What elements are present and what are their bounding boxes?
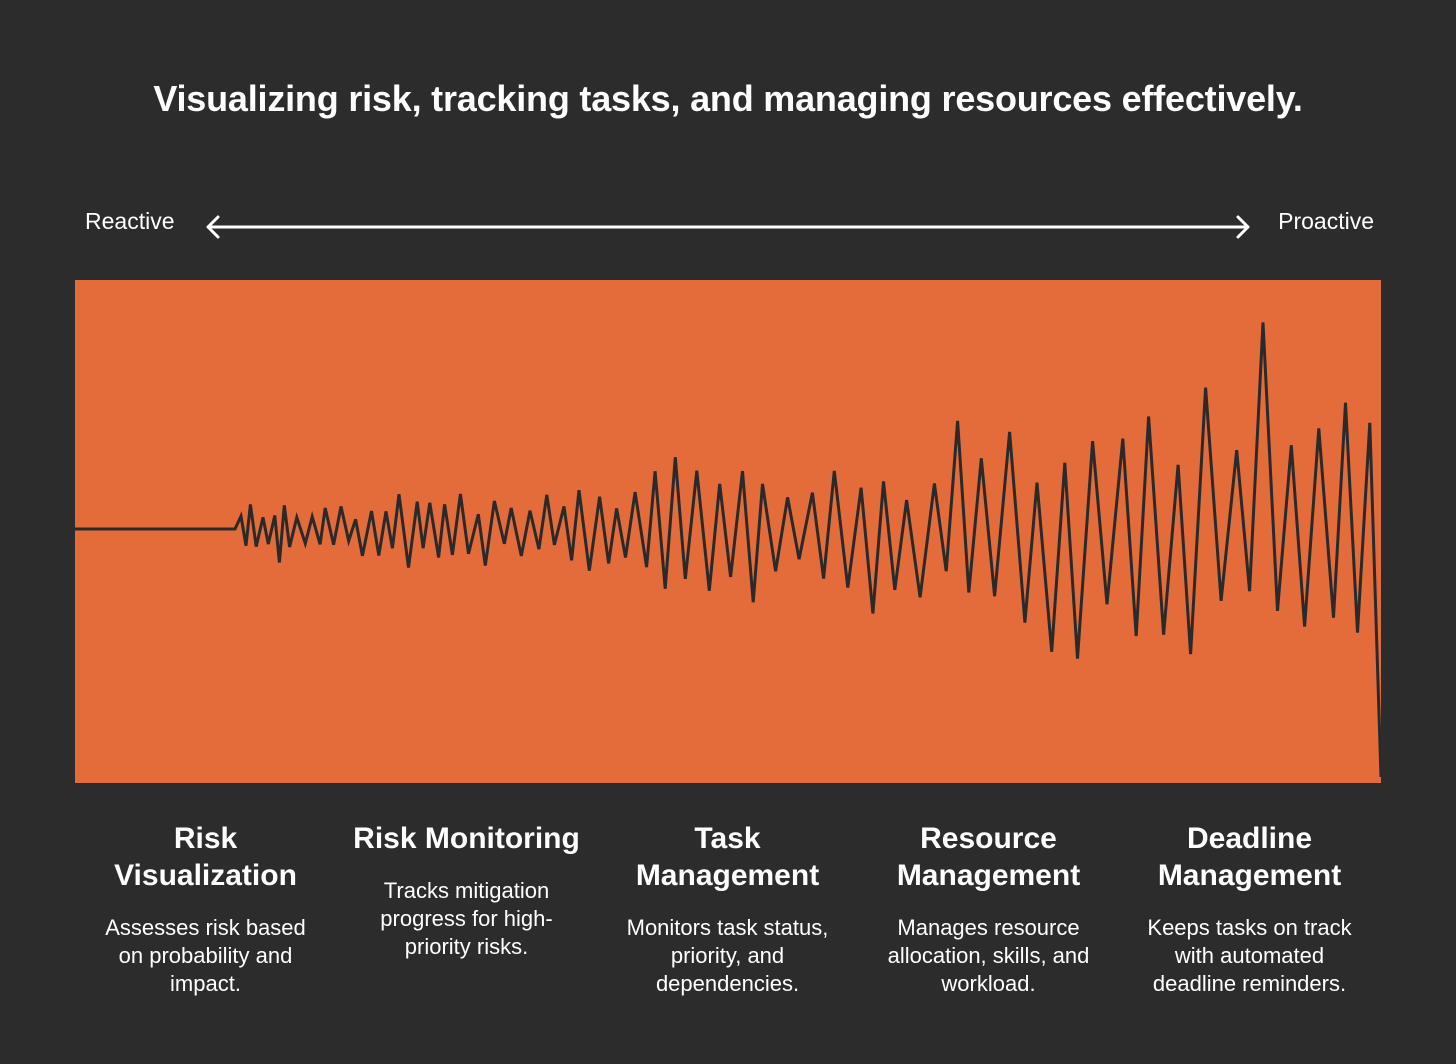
waveform [75, 322, 1381, 778]
stage-risk-visualization: Risk Visualization Assesses risk based o… [75, 820, 336, 998]
stage-description: Manages resource allocation, skills, and… [887, 915, 1090, 996]
stage-title: Deadline Management [1157, 822, 1342, 892]
stage-title: Risk Visualization [114, 822, 297, 892]
stage-title: Task Management [635, 822, 820, 892]
proactive-label: Proactive [1278, 208, 1374, 234]
stage-title: Resource Management [896, 822, 1081, 892]
stage-description: Assesses risk based on probability and i… [105, 915, 306, 996]
stage-list: Risk Visualization Assesses risk based o… [75, 820, 1381, 1020]
page-title: Visualizing risk, tracking tasks, and ma… [153, 78, 1303, 119]
stage-risk-monitoring: Risk Monitoring Tracks mitigation progre… [336, 820, 597, 961]
waveform-panel [75, 280, 1381, 783]
reactive-label: Reactive [85, 208, 175, 234]
stage-description: Tracks mitigation progress for high-prio… [380, 878, 553, 959]
stage-resource-management: Resource Management Manages resource all… [858, 820, 1119, 998]
stage-task-management: Task Management Monitors task status, pr… [597, 820, 858, 998]
stage-description: Keeps tasks on track with automated dead… [1147, 915, 1352, 996]
stage-description: Monitors task status, priority, and depe… [626, 915, 829, 996]
stage-deadline-management: Deadline Management Keeps tasks on track… [1119, 820, 1380, 998]
double-arrow-icon [206, 215, 1250, 239]
waveform-line [75, 322, 1381, 778]
stage-title: Risk Monitoring [353, 822, 580, 855]
